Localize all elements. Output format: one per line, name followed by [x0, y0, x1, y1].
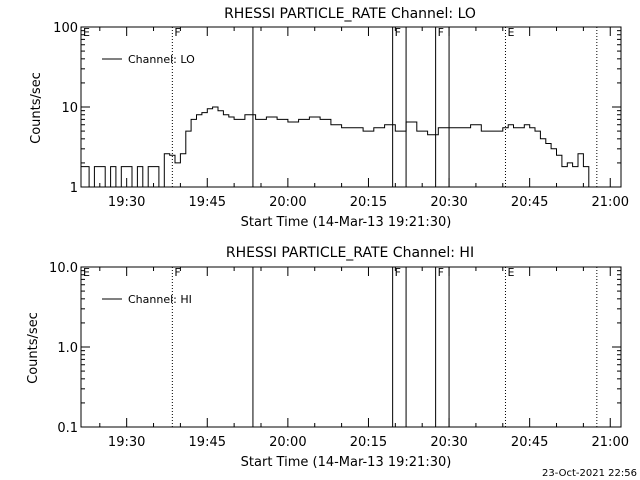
x-tick-label: 19:45: [189, 435, 226, 450]
x-tick-label: 19:45: [189, 195, 226, 210]
plot-area: 1 10 100 19:30 19:45 20:00 20:15 20:30 20:45 21:0…: [53, 21, 629, 210]
event-marker-label: F: [438, 26, 444, 39]
y-tick-label: 1: [70, 181, 78, 196]
y-tick-label: 10.0: [49, 261, 78, 276]
event-marker-label: E: [83, 266, 90, 279]
x-axis-label: Start Time (14-Mar-13 19:21:30): [241, 455, 452, 470]
x-tick-label: 20:30: [430, 435, 467, 450]
data-series-line: [81, 106, 592, 188]
event-marker-label: E: [507, 26, 514, 39]
legend-label: Channel: HI: [128, 293, 192, 306]
event-marker-label: F: [395, 266, 401, 279]
y-axis-label: Counts/sec: [26, 312, 41, 384]
event-marker-label: E: [507, 266, 514, 279]
event-marker-label: F: [174, 26, 180, 39]
x-tick-label: 20:30: [430, 195, 467, 210]
panel-lo: RHESSI PARTICLE_RATE Channel: LO Start T…: [29, 6, 629, 230]
y-tick-label: 0.1: [57, 421, 78, 436]
y-tick-label: 10: [61, 101, 78, 116]
x-tick-label: 20:45: [511, 195, 548, 210]
legend-label: Channel: LO: [128, 53, 195, 66]
chart-title: RHESSI PARTICLE_RATE Channel: HI: [226, 245, 474, 261]
event-marker-label: F: [395, 26, 401, 39]
x-tick-label: 20:45: [511, 435, 548, 450]
plot-frame: [80, 26, 622, 188]
plot-area: 0.1 1.0 10.0 19:30 19:45 20:00 20:15 20:30 20:45…: [49, 261, 629, 450]
plot-frame: [80, 266, 622, 428]
chart-title: RHESSI PARTICLE_RATE Channel: LO: [224, 6, 476, 22]
x-tick-label: 21:00: [592, 435, 629, 450]
y-tick-label: 100: [53, 21, 78, 36]
y-axis-label: Counts/sec: [29, 72, 44, 144]
x-tick-label: 19:30: [108, 195, 145, 210]
x-tick-label: 20:00: [269, 435, 306, 450]
event-marker-label: F: [174, 266, 180, 279]
event-marker-label: F: [438, 266, 444, 279]
y-tick-label: 1.0: [57, 341, 78, 356]
event-marker-label: E: [83, 26, 90, 39]
x-tick-label: 19:30: [108, 435, 145, 450]
footer-timestamp: 23-Oct-2021 22:56: [542, 468, 637, 479]
x-tick-label: 20:15: [350, 195, 387, 210]
x-tick-label: 21:00: [592, 195, 629, 210]
x-tick-label: 20:15: [350, 435, 387, 450]
x-tick-label: 20:00: [269, 195, 306, 210]
panel-hi: RHESSI PARTICLE_RATE Channel: HI Start T…: [26, 245, 629, 470]
x-axis-label: Start Time (14-Mar-13 19:21:30): [241, 215, 452, 230]
